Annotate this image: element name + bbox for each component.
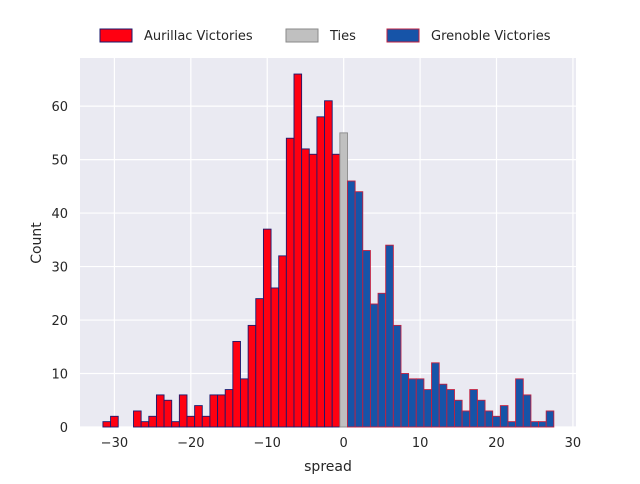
x-tick-label: 10 [412,436,429,451]
histogram-bar [285,137,295,428]
histogram-bar [431,362,440,428]
histogram-bar [186,415,196,428]
histogram-bar [324,100,333,428]
histogram-bar [163,399,173,428]
histogram-bar [209,394,219,428]
histogram-bar [148,415,157,428]
histogram-bar [492,415,501,428]
bars [102,73,555,428]
histogram-bar [194,405,203,428]
x-tick-labels: −30 −20 −10 0 10 20 30 [101,436,582,451]
histogram-bar [369,303,379,428]
histogram-bar [217,394,226,428]
x-tick-label: −10 [254,436,281,451]
x-tick-label: 20 [488,436,505,451]
x-tick-label: −30 [101,436,128,451]
histogram-bar [201,415,211,428]
histogram-bar [339,132,348,428]
histogram-bar [293,73,303,428]
histogram-bar [469,389,478,428]
histogram-bar [522,394,532,428]
histogram-bar [224,389,234,428]
histogram-bar [255,298,264,428]
histogram-bar [102,421,112,428]
histogram-bar [545,410,555,428]
histogram-bar [171,421,180,428]
histogram-bar [408,378,417,428]
histogram-bar [515,378,524,428]
histogram-bar [377,292,387,428]
histogram-bar [270,287,280,428]
histogram-bar [178,394,188,428]
histogram-bar [415,378,425,428]
histogram-bar [538,421,547,428]
x-axis-title: spread [304,459,352,475]
histogram-bar [362,250,371,428]
legend-swatch [285,28,319,43]
histogram-bar [240,378,249,428]
histogram-bar [110,415,119,428]
legend-swatch [386,28,420,43]
y-tick-label: 0 [60,421,68,436]
legend-label: Grenoble Victories [431,29,551,44]
histogram-bar [385,244,394,428]
histogram-bar [354,191,364,428]
y-axis-title: Count [29,222,45,264]
y-tick-label: 50 [51,154,68,169]
y-tick-label: 20 [51,314,68,329]
x-tick-label: −20 [177,436,204,451]
histogram-bar [438,383,448,428]
histogram-bar [484,410,494,428]
histogram-bar [423,389,433,428]
histogram-bar [507,421,517,428]
histogram-bar [278,255,287,428]
y-tick-label: 30 [51,261,68,276]
histogram-bar [140,421,150,428]
x-tick-label: 0 [340,436,348,451]
y-tick-labels: 0 10 20 30 40 50 60 [51,100,68,436]
histogram-bar [301,148,310,428]
histogram-bar [446,389,455,428]
y-tick-label: 60 [51,100,68,115]
legend-label: Ties [329,29,356,44]
histogram-bar [262,228,272,428]
histogram-bar [499,405,509,428]
histogram-bar [454,399,463,428]
histogram-bar [392,324,402,428]
histogram-bar [247,324,257,428]
y-tick-label: 10 [51,368,68,383]
histogram-bar [347,180,356,428]
histogram-bar [308,153,318,428]
histogram-bar [476,399,486,428]
legend: Aurillac Victories Ties Grenoble Victories [99,28,551,44]
legend-label: Aurillac Victories [144,29,253,44]
histogram-bar [316,116,326,428]
histogram-bar [331,153,341,428]
histogram-bar [133,410,142,428]
histogram-bar [155,394,165,428]
histogram-bar [400,373,410,428]
histogram-bar [232,340,241,428]
histogram-bar [461,410,471,428]
x-tick-label: 30 [565,436,582,451]
y-tick-label: 40 [51,207,68,222]
legend-swatch [99,28,133,43]
histogram-bar [530,421,539,428]
